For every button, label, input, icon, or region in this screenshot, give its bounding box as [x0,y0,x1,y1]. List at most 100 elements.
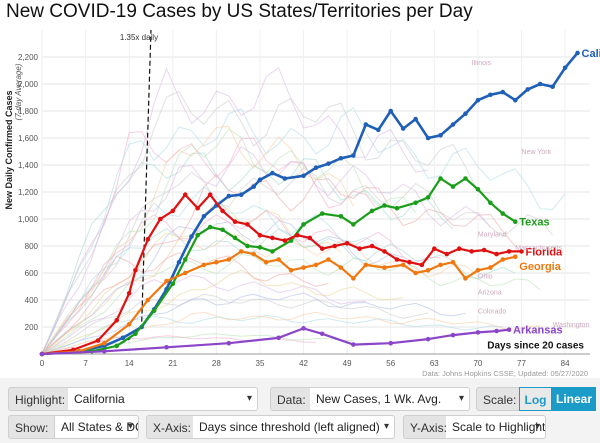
series-point [245,243,250,249]
data-value: New Cases, 1 Wk. Avg. [316,392,442,406]
y-tick-label: 1,600 [18,134,39,143]
series-point [182,270,188,276]
series-point [226,340,232,346]
series-point [475,330,481,335]
background-series-line [41,67,429,355]
background-series-line [41,209,441,355]
series-point [207,224,213,230]
series-point [382,203,387,208]
series-point [456,246,462,251]
series-point [382,249,387,254]
series-point [519,249,524,254]
series-line [41,52,579,356]
series-point [512,219,518,224]
x-tick-label: 42 [299,359,308,368]
series-point [363,122,369,127]
data-select[interactable]: New Cases, 1 Wk. Avg. ▾ [310,387,470,411]
background-series-label: Colorado [478,309,507,316]
series-point [550,84,555,89]
series-point [425,195,431,200]
series-point [195,205,200,211]
background-series-line [41,227,516,355]
show-select[interactable]: All States & DC ▾ [55,415,139,439]
series-point [245,222,250,227]
series-point [488,200,493,206]
background-series-label: New York [522,149,552,156]
y-tick-label: 2,000 [18,80,39,89]
series-point [145,297,151,303]
series-point [195,232,200,238]
series-point [394,257,400,262]
series-point [101,349,107,354]
series-point [438,176,443,181]
x-tick-label: 14 [125,359,134,368]
series-point [201,214,207,219]
y-tick-label: 2,200 [18,53,39,62]
series-point [220,208,225,214]
series-label: Florida [526,246,564,258]
series-point [363,262,369,268]
x-tick-label: 35 [256,359,265,368]
series-point [450,259,456,265]
xaxis-select[interactable]: Days since threshold (left aligned) ▾ [193,415,395,439]
series-point [170,208,176,214]
series-point [425,336,431,342]
series-point [357,246,362,251]
page-title: New COVID-19 Cases by US States/Territor… [6,1,473,22]
series-point [126,290,132,296]
series-point [276,257,281,262]
chart-labels: 200 400 600 800 1,000 1,200 1,400 1,600 1,800 2,0… [4,33,600,378]
x-tick-label: 70 [473,359,482,368]
series-point [263,259,269,265]
series-point [512,254,518,260]
series-point [388,340,394,346]
data-label: Data: [270,387,313,411]
background-series-line [41,125,354,355]
scale-linear-button[interactable]: Linear [552,387,596,411]
series-point [214,259,219,265]
background-series-line [41,253,541,355]
xaxis-label: X-Axis: [146,415,199,439]
controls-panel: Highlight: California ▾ Data: New Cases,… [0,378,600,443]
series-point [438,262,443,268]
series-point [488,92,493,98]
series-point [220,227,225,233]
y-tick-label: 200 [25,323,39,332]
series-label: Arkansas [513,325,563,337]
series-point [488,265,493,270]
x-tick-label: 7 [83,359,88,368]
series-point [226,193,232,199]
series-point [133,268,138,273]
background-series-line [41,293,429,355]
series-point [226,257,232,262]
series-point [120,335,126,341]
series-point [475,97,481,103]
series-point [506,249,512,254]
show-value: All States & DC [61,420,139,434]
x-tick-label: 49 [343,359,352,368]
background-series-label: Ohio [478,273,493,280]
chevron-down-icon: ▾ [383,421,389,432]
background-series-line [41,292,466,355]
series-point [238,249,244,254]
x-tick-label: 0 [40,359,45,368]
series-point [425,268,431,273]
series-point [512,97,518,103]
series-point [481,247,487,253]
highlight-select[interactable]: California ▾ [68,387,258,411]
series-point [288,268,294,273]
series-point [164,344,169,350]
series-point [257,245,263,250]
series-point [95,338,101,343]
series-point [432,246,437,251]
chevron-down-icon: ▾ [127,421,133,432]
scale-log-button[interactable]: Log [519,387,552,411]
series-point [469,249,474,254]
series-point [375,127,381,133]
series-point [575,50,580,56]
series-point [145,236,151,242]
series-point [525,87,531,92]
series-point [270,249,275,254]
yaxis-select[interactable]: Scale to Highlight ▾ [446,415,546,439]
background-series [41,67,566,355]
